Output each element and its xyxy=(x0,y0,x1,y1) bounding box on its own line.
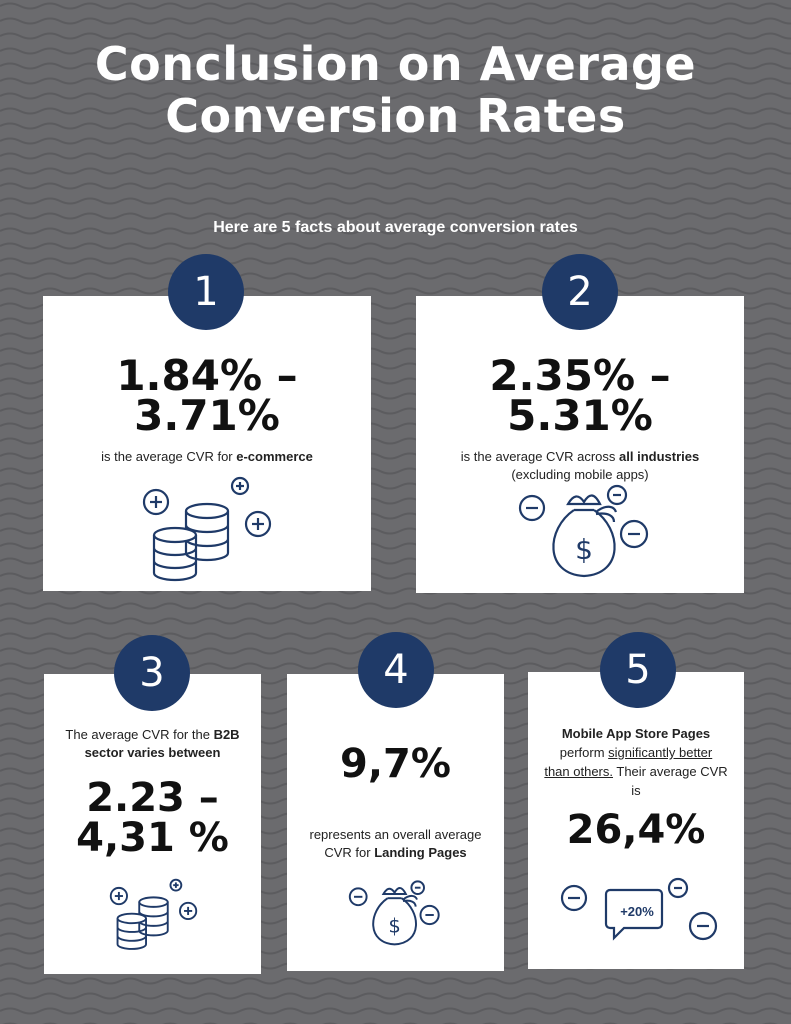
fact-1-value: 1.84% – 3.71% xyxy=(43,351,371,440)
wave-line xyxy=(0,257,791,265)
fact-2-value-line-2: 5.31% xyxy=(507,391,653,440)
wave-line xyxy=(0,2,791,10)
money-bag-minus-icon: $ xyxy=(518,484,649,578)
wave-line xyxy=(0,212,791,220)
svg-text:$: $ xyxy=(388,915,400,938)
wave-line xyxy=(0,602,791,610)
fact-card-1: 1.84% – 3.71% is the average CVR for e-c… xyxy=(43,296,371,591)
wave-line xyxy=(0,32,791,40)
fact-3-description: The average CVR for the B2B sector varie… xyxy=(65,727,240,760)
wave-line xyxy=(0,107,791,115)
fact-5-description: Mobile App Store Pages perform significa… xyxy=(544,726,728,798)
wave-line xyxy=(0,272,791,280)
fact-5-value: 26,4% xyxy=(566,807,706,853)
title-line-2: Conversion Rates xyxy=(165,89,626,143)
wave-line xyxy=(0,122,791,130)
wave-line xyxy=(0,242,791,250)
page-subtitle: Here are 5 facts about average conversio… xyxy=(213,219,578,236)
fact-2-description: is the average CVR across all industries… xyxy=(460,449,700,482)
fact-card-3: The average CVR for the B2B sector varie… xyxy=(44,674,261,974)
fact-card-5: Mobile App Store Pages perform significa… xyxy=(528,672,744,969)
wave-line xyxy=(0,77,791,85)
fact-4-number-badge: 4 xyxy=(358,632,434,708)
fact-3-value-line-1: 2.23 – xyxy=(86,775,219,821)
fact-1-number-badge: 1 xyxy=(168,254,244,330)
wave-line xyxy=(0,977,791,985)
fact-5-number-badge: 5 xyxy=(600,632,676,708)
fact-3-number-badge: 3 xyxy=(114,635,190,711)
coin-stacks-plus-icon xyxy=(142,476,272,582)
fact-1-value-line-1: 1.84% – xyxy=(116,351,298,400)
wave-line xyxy=(0,17,791,25)
wave-line xyxy=(0,137,791,145)
wave-line xyxy=(0,1007,791,1015)
wave-line xyxy=(0,197,791,205)
fact-3-value-line-2: 4,31 % xyxy=(76,815,229,861)
wave-line xyxy=(0,992,791,1000)
fact-5-bubble-label: +20% xyxy=(620,904,654,919)
fact-1-value-line-2: 3.71% xyxy=(134,391,280,440)
fact-4-value: 9,7% xyxy=(340,741,451,787)
svg-text:$: $ xyxy=(575,533,593,566)
wave-line xyxy=(0,62,791,70)
fact-1-description: is the average CVR for e-commerce xyxy=(101,449,313,464)
wave-line xyxy=(0,227,791,235)
fact-2-value-line-1: 2.35% – xyxy=(489,351,671,400)
money-bag-minus-icon: $ xyxy=(348,880,440,946)
wave-line xyxy=(0,182,791,190)
wave-line xyxy=(0,92,791,100)
title-line-1: Conclusion on Average xyxy=(94,37,697,91)
fact-card-4: 9,7% represents an overall average CVR f… xyxy=(287,674,504,971)
page-title: Conclusion on Average Conversion Rates xyxy=(0,38,791,142)
wave-line xyxy=(0,152,791,160)
fact-4-description: represents an overall average CVR for La… xyxy=(309,827,482,860)
fact-card-2: 2.35% – 5.31% is the average CVR across … xyxy=(416,296,744,593)
fact-3-value: 2.23 – 4,31 % xyxy=(44,778,261,858)
wave-line xyxy=(0,287,791,295)
wave-line xyxy=(0,617,791,625)
wave-line xyxy=(0,47,791,55)
speech-bubble-minus-icon xyxy=(560,877,718,941)
wave-line xyxy=(0,167,791,175)
coin-stacks-plus-icon xyxy=(109,878,198,950)
fact-2-number-badge: 2 xyxy=(542,254,618,330)
fact-2-value: 2.35% – 5.31% xyxy=(416,351,744,440)
